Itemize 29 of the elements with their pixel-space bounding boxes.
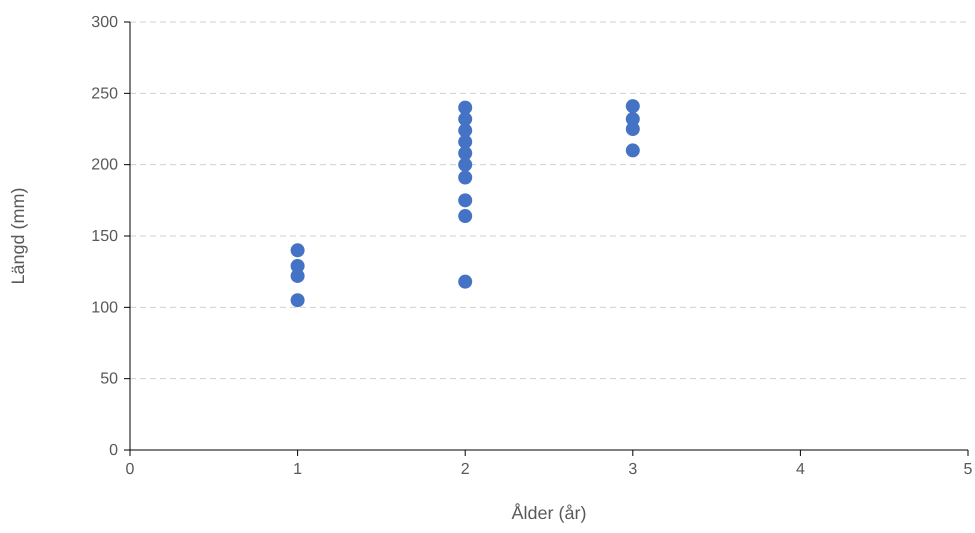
point — [626, 143, 640, 158]
point — [458, 170, 472, 185]
y-tick-label: 100 — [91, 299, 118, 316]
point — [290, 293, 305, 308]
x-tick-label: 5 — [964, 461, 973, 478]
point — [458, 123, 472, 138]
y-tick-label: 200 — [91, 156, 118, 174]
x-tick-label: 3 — [628, 461, 638, 478]
point — [626, 122, 640, 136]
x-tick-label: 1 — [293, 461, 302, 478]
point — [626, 99, 640, 114]
point — [458, 112, 472, 126]
y-tick-label: 0 — [109, 442, 118, 459]
x-tick-label: 2 — [460, 461, 470, 478]
y-axis-title: Längd (mm) — [8, 187, 28, 285]
point — [458, 134, 472, 149]
point — [290, 243, 305, 258]
y-tick-label: 300 — [91, 14, 118, 31]
point — [458, 274, 472, 289]
point — [458, 209, 472, 224]
point — [458, 193, 472, 208]
y-tick-label: 250 — [91, 85, 118, 102]
x-tick-label: 0 — [126, 461, 135, 478]
x-axis-title: Ålder (år) — [511, 503, 587, 523]
y-tick-label: 150 — [91, 228, 118, 245]
y-tick-label: 50 — [100, 370, 118, 388]
point — [458, 100, 472, 115]
point — [458, 158, 472, 172]
x-tick-label: 4 — [796, 461, 805, 478]
